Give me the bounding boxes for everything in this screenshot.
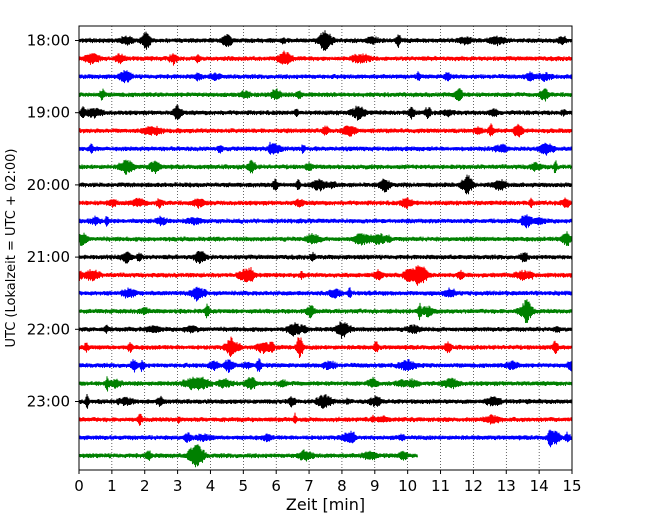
x-tick-label-4: 4 bbox=[206, 477, 216, 495]
x-tick-label-14: 14 bbox=[530, 477, 549, 495]
trace-2145 bbox=[78, 299, 573, 324]
x-tick-label-2: 2 bbox=[140, 477, 150, 495]
plot-frame bbox=[78, 25, 573, 471]
x-tick-label-3: 3 bbox=[173, 477, 183, 495]
trace-1915 bbox=[78, 123, 573, 138]
x-tick-label-11: 11 bbox=[431, 477, 450, 495]
trace-1945 bbox=[78, 159, 573, 175]
trace-2315 bbox=[78, 412, 573, 426]
trace-2200 bbox=[78, 321, 573, 339]
y-axis-ticks: 18:00 19:00 20:00 21:00 22:00 23:00 bbox=[27, 32, 79, 411]
trace-2300 bbox=[78, 393, 573, 409]
seismogram-traces bbox=[78, 30, 573, 468]
x-tick-label-15: 15 bbox=[562, 477, 581, 495]
trace-1845 bbox=[78, 88, 573, 102]
x-tick-label-12: 12 bbox=[464, 477, 483, 495]
y-tick-label-2: 20:00 bbox=[27, 176, 70, 194]
trace-2215 bbox=[78, 336, 573, 358]
trace-2230 bbox=[78, 358, 573, 373]
trace-2000 bbox=[78, 174, 573, 195]
trace-2100 bbox=[78, 250, 573, 264]
y-tick-label-3: 21:00 bbox=[27, 248, 70, 266]
x-tick-label-10: 10 bbox=[398, 477, 417, 495]
y-axis-label: UTC (Lokalzeit = UTC + 02:00) bbox=[4, 149, 19, 348]
x-tick-label-7: 7 bbox=[304, 477, 314, 495]
trace-2245 bbox=[78, 376, 573, 392]
y-tick-label-5: 23:00 bbox=[27, 393, 70, 411]
trace-2330 bbox=[78, 429, 573, 448]
trace-1800 bbox=[78, 30, 573, 51]
trace-2045 bbox=[78, 231, 573, 247]
x-tick-label-1: 1 bbox=[107, 477, 117, 495]
trace-2115 bbox=[78, 265, 573, 286]
trace-1900 bbox=[78, 104, 573, 121]
x-tick-label-5: 5 bbox=[239, 477, 249, 495]
trace-2030 bbox=[78, 214, 573, 229]
x-tick-label-8: 8 bbox=[337, 477, 347, 495]
x-tick-label-6: 6 bbox=[271, 477, 281, 495]
x-axis-label: Zeit [min] bbox=[286, 495, 365, 514]
trace-1930 bbox=[78, 141, 573, 156]
trace-1830 bbox=[78, 69, 573, 84]
y-tick-label-0: 18:00 bbox=[27, 32, 70, 50]
x-tick-label-9: 9 bbox=[370, 477, 380, 495]
x-tick-label-13: 13 bbox=[497, 477, 516, 495]
trace-2015 bbox=[78, 197, 573, 209]
y-tick-label-1: 19:00 bbox=[27, 104, 70, 122]
trace-2345 bbox=[78, 444, 418, 468]
trace-2130 bbox=[78, 286, 573, 302]
x-tick-label-0: 0 bbox=[74, 477, 84, 495]
y-tick-label-4: 22:00 bbox=[27, 320, 70, 338]
x-axis-ticks: 0 1 2 3 4 5 6 7 8 9 10 11 12 13 14 15 bbox=[74, 470, 582, 495]
trace-1815 bbox=[78, 50, 573, 66]
